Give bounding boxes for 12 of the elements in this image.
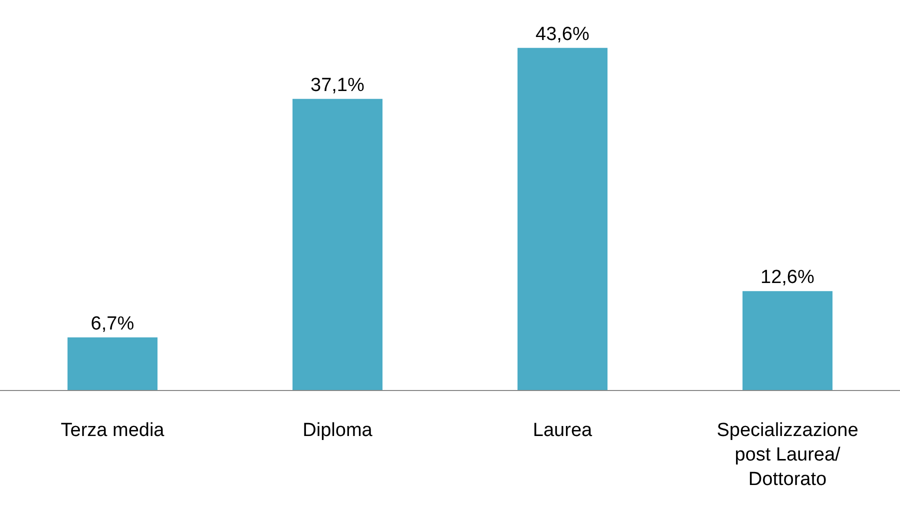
bar [68, 337, 158, 390]
x-tick-label: Laurea [532, 420, 593, 441]
bar [742, 291, 832, 390]
x-tick-label: Specializzazione post Laurea/ Dottorato [716, 420, 858, 490]
bar [518, 48, 608, 390]
data-label: 37,1% [310, 74, 364, 96]
data-label: 6,7% [90, 313, 134, 334]
x-tick-label: Terza media [60, 420, 165, 441]
data-label: 12,6% [760, 267, 814, 288]
x-tick-label: Diploma [302, 420, 373, 441]
data-label: 43,6% [536, 24, 590, 45]
bar [292, 98, 382, 390]
